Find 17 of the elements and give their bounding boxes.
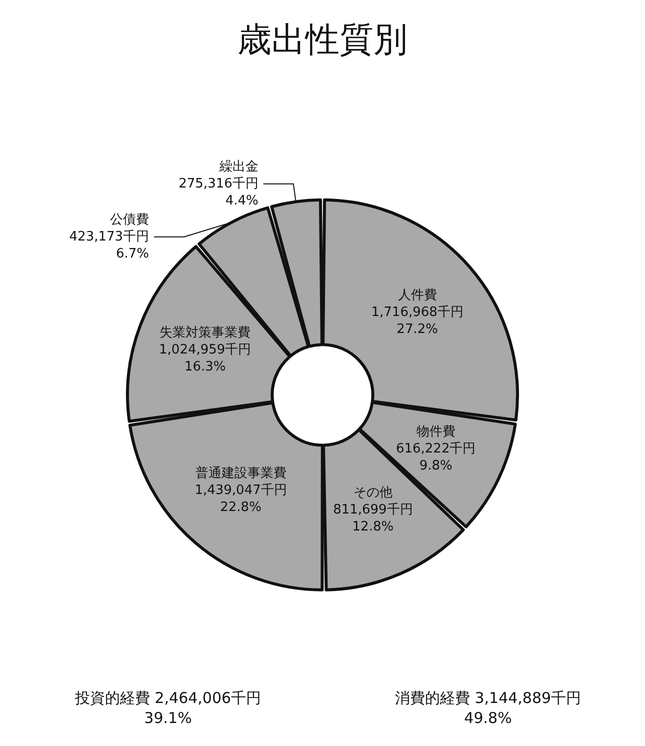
text: 消費的経費 3,144,889千円 49.8% xyxy=(394,689,582,727)
slice-label: 物件費 xyxy=(416,424,456,440)
slice-label: その他 xyxy=(353,485,392,500)
chart-title: 歳出性質別 xyxy=(238,20,408,60)
data-label: 423,173千円 6.7% xyxy=(69,229,150,262)
slice-label: 人件費 xyxy=(398,288,437,303)
data-label: 1,716,968千円 27.2% xyxy=(371,304,464,337)
data-label: 1,024,959千円 16.3% xyxy=(159,342,252,375)
data-label: 1,439,047千円 22.8% xyxy=(194,482,287,515)
data-label: 811,699千円 12.8% xyxy=(333,502,413,534)
slice-label: 公債費 xyxy=(110,212,150,228)
slice-label: 繰出金 xyxy=(218,159,258,174)
data-label: 616,222千円 9.8% xyxy=(396,442,476,474)
slice-label: 失業対策事業費 xyxy=(160,324,251,341)
text: 投資的経費 2,464,006千円 39.1% xyxy=(74,689,262,727)
data-label: 275,316千円 4.4% xyxy=(178,176,258,208)
slice-label: 普通建設事業費 xyxy=(195,464,286,481)
